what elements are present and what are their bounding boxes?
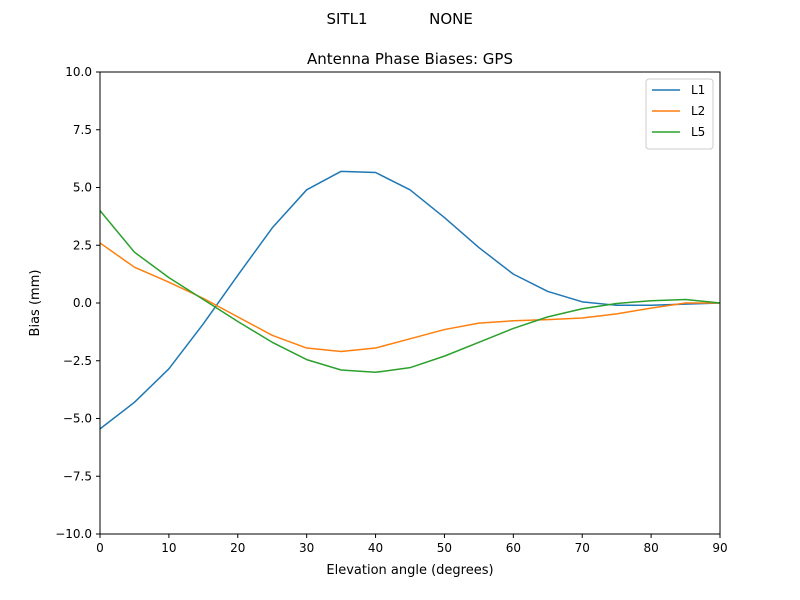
legend-label-l1: L1 bbox=[691, 83, 705, 97]
y-tick-label: 7.5 bbox=[73, 123, 92, 137]
y-tick-label: −2.5 bbox=[63, 354, 92, 368]
y-tick-label: 10.0 bbox=[65, 65, 92, 79]
legend-label-l2: L2 bbox=[691, 104, 705, 118]
suptitle-station: SITL1 bbox=[326, 10, 367, 28]
series-line-l2 bbox=[99, 242, 720, 353]
x-tick-label: 10 bbox=[161, 541, 176, 555]
x-tick-label: 70 bbox=[575, 541, 590, 555]
y-tick-label: 5.0 bbox=[73, 181, 92, 195]
x-tick-label: 30 bbox=[299, 541, 314, 555]
series-line-l5 bbox=[99, 210, 721, 374]
x-tick-label: 60 bbox=[506, 541, 521, 555]
x-tick-label: 50 bbox=[437, 541, 452, 555]
axis-ticks: 0 10 20 30 40 50 60 70 80 90 −10.0 −7.5 −5.0 −2.5 0.0 2… bbox=[55, 65, 727, 555]
x-tick-label: 80 bbox=[643, 541, 658, 555]
y-tick-label: −10.0 bbox=[55, 527, 92, 541]
y-tick-label: −7.5 bbox=[63, 469, 92, 483]
legend: L1 L2 L5 bbox=[645, 78, 714, 150]
y-tick-label: −5.0 bbox=[63, 412, 92, 426]
legend-label-l5: L5 bbox=[691, 125, 705, 139]
series-line-l1 bbox=[99, 170, 721, 430]
y-tick-label: 2.5 bbox=[73, 238, 92, 252]
x-axis-label: Elevation angle (degrees) bbox=[326, 563, 493, 578]
x-tick-label: 90 bbox=[712, 541, 727, 555]
chart-title: Antenna Phase Biases: GPS bbox=[307, 50, 513, 68]
x-tick-label: 0 bbox=[96, 541, 104, 555]
y-tick-label: 0.0 bbox=[73, 296, 92, 310]
plot-area bbox=[99, 170, 721, 430]
x-tick-label: 20 bbox=[230, 541, 245, 555]
x-tick-label: 40 bbox=[368, 541, 383, 555]
y-axis-label: Bias (mm) bbox=[28, 270, 43, 337]
suptitle-antenna: NONE bbox=[429, 10, 473, 28]
